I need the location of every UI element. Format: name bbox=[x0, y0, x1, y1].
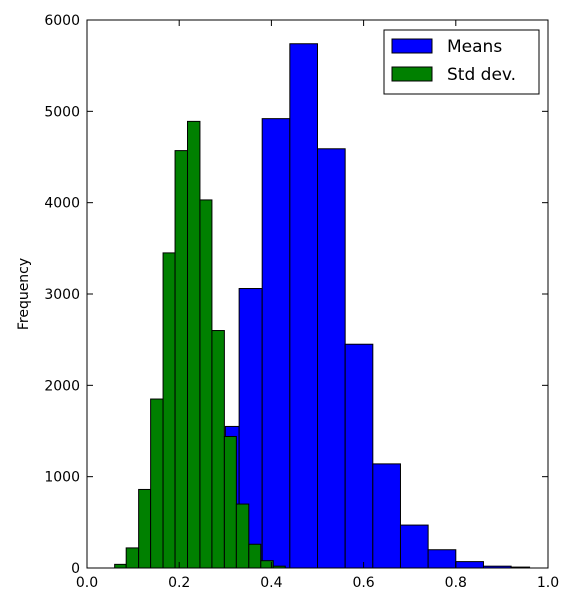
y-tick-label: 1000 bbox=[44, 470, 80, 486]
legend-swatch bbox=[391, 38, 433, 54]
y-tick-label: 3000 bbox=[44, 287, 80, 303]
legend-box bbox=[383, 29, 540, 95]
histogram-bar bbox=[235, 503, 250, 569]
y-tick-label: 5000 bbox=[44, 104, 80, 120]
y-tick-label: 6000 bbox=[44, 13, 80, 29]
histogram-bar bbox=[372, 463, 401, 569]
y-tick-label: 2000 bbox=[44, 378, 80, 394]
legend-label: Std dev. bbox=[447, 65, 516, 85]
x-tick-label: 0.2 bbox=[168, 575, 190, 591]
histogram-bar bbox=[223, 435, 237, 569]
histogram-bar bbox=[399, 524, 429, 569]
legend: Means Std dev. bbox=[383, 29, 540, 95]
histogram-bar bbox=[455, 561, 484, 569]
histogram-bar bbox=[211, 330, 225, 569]
y-axis-title: Frequency bbox=[16, 258, 32, 330]
histogram-bar bbox=[317, 148, 346, 569]
histogram-bar bbox=[138, 488, 152, 569]
histogram-bar bbox=[174, 150, 188, 569]
histogram-bar bbox=[248, 543, 262, 569]
histogram-bar bbox=[344, 343, 374, 569]
legend-swatch bbox=[391, 66, 433, 82]
bars-layer bbox=[114, 43, 531, 569]
histogram-bar bbox=[114, 563, 127, 569]
histogram-bar bbox=[261, 118, 291, 569]
x-tick-label: 1.0 bbox=[537, 575, 559, 591]
histogram-bar bbox=[427, 549, 457, 569]
y-tick-label: 0 bbox=[71, 561, 80, 577]
histogram-bar bbox=[186, 120, 201, 569]
x-tick-label: 0.8 bbox=[445, 575, 467, 591]
x-tick-label: 0.0 bbox=[76, 575, 98, 591]
series-means bbox=[224, 43, 531, 569]
x-tick-label: 0.6 bbox=[352, 575, 374, 591]
histogram-bar bbox=[289, 43, 318, 569]
histogram-bar bbox=[199, 199, 213, 569]
x-tick-label: 0.4 bbox=[260, 575, 282, 591]
y-tick-label: 4000 bbox=[44, 196, 80, 212]
histogram-bar bbox=[162, 252, 176, 569]
ticks-layer: 0.0 0.2 0.4 0.6 0.8 1.0 0 1000 2000 3000 4000 5000 6… bbox=[44, 13, 559, 591]
series-std-dev bbox=[114, 120, 286, 569]
legend-label: Means bbox=[447, 37, 502, 57]
histogram-bar bbox=[125, 547, 140, 569]
histogram-bar bbox=[150, 398, 164, 569]
